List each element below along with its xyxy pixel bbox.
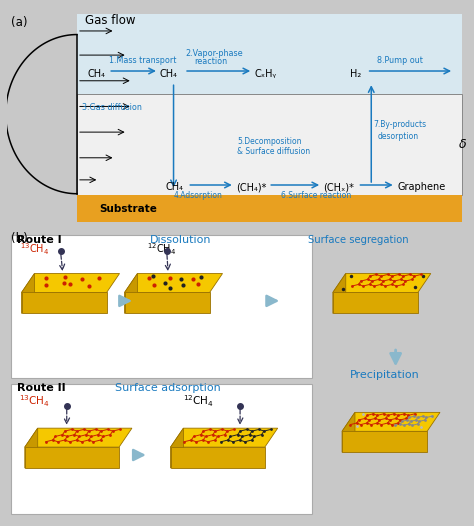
Text: $^{12}$CH$_4$: $^{12}$CH$_4$ [147, 242, 177, 257]
Polygon shape [333, 274, 346, 313]
Polygon shape [342, 412, 355, 452]
Text: CH₄: CH₄ [166, 182, 184, 192]
Polygon shape [342, 412, 440, 431]
Polygon shape [25, 428, 38, 468]
Polygon shape [22, 292, 107, 313]
Text: $^{13}$CH$_4$: $^{13}$CH$_4$ [18, 393, 50, 409]
Text: Precipitation: Precipitation [350, 370, 419, 380]
Polygon shape [342, 431, 427, 452]
Polygon shape [333, 292, 418, 313]
Text: δ: δ [459, 137, 466, 150]
Polygon shape [22, 274, 119, 292]
Polygon shape [125, 274, 137, 313]
Text: (CH₄)*: (CH₄)* [236, 182, 266, 192]
Text: $^{13}$CH$_4$: $^{13}$CH$_4$ [20, 242, 49, 257]
Polygon shape [171, 447, 265, 468]
Text: Route II: Route II [17, 383, 66, 393]
Polygon shape [171, 428, 278, 447]
Polygon shape [171, 428, 183, 468]
Text: reaction: reaction [195, 57, 228, 66]
Bar [11, 384, 312, 514]
Polygon shape [22, 274, 35, 313]
Text: 8.Pump out: 8.Pump out [377, 56, 423, 65]
Bar [77, 195, 462, 222]
Text: H₂: H₂ [350, 69, 361, 79]
Text: CH₄: CH₄ [88, 69, 106, 79]
Polygon shape [25, 428, 132, 447]
Text: $^{12}$CH$_4$: $^{12}$CH$_4$ [183, 393, 214, 409]
Polygon shape [125, 292, 210, 313]
Text: (a): (a) [11, 16, 27, 28]
Text: Gas flow: Gas flow [85, 14, 136, 27]
Bar [77, 14, 462, 94]
Text: 1.Mass transport: 1.Mass transport [109, 56, 176, 65]
Text: desorption: desorption [377, 132, 419, 141]
Text: 5.Decomposition: 5.Decomposition [237, 137, 301, 146]
Text: 4.Adsorption: 4.Adsorption [173, 191, 222, 200]
Text: CₓHᵧ: CₓHᵧ [255, 69, 277, 79]
Bar [11, 235, 312, 378]
Text: Surface segregation: Surface segregation [308, 235, 409, 245]
Text: Dissolution: Dissolution [150, 235, 211, 245]
Text: Route I: Route I [17, 235, 62, 245]
Polygon shape [25, 447, 119, 468]
Polygon shape [333, 274, 431, 292]
Bar [77, 94, 462, 195]
Text: 2.Vapor-phase: 2.Vapor-phase [185, 48, 243, 58]
Text: Graphene: Graphene [397, 182, 445, 192]
Text: 6.Surface reaction: 6.Surface reaction [281, 191, 351, 200]
Text: (CHₓ)*: (CHₓ)* [323, 182, 354, 192]
Text: 3.Gas diffusion: 3.Gas diffusion [82, 103, 141, 112]
Polygon shape [125, 274, 222, 292]
Text: Substrate: Substrate [99, 204, 157, 214]
Text: & Surface diffusion: & Surface diffusion [237, 147, 310, 156]
Text: 7.By-products: 7.By-products [373, 120, 426, 129]
Text: (b): (b) [11, 232, 27, 246]
Text: CH₄: CH₄ [160, 69, 178, 79]
Text: Surface adsorption: Surface adsorption [115, 383, 221, 393]
